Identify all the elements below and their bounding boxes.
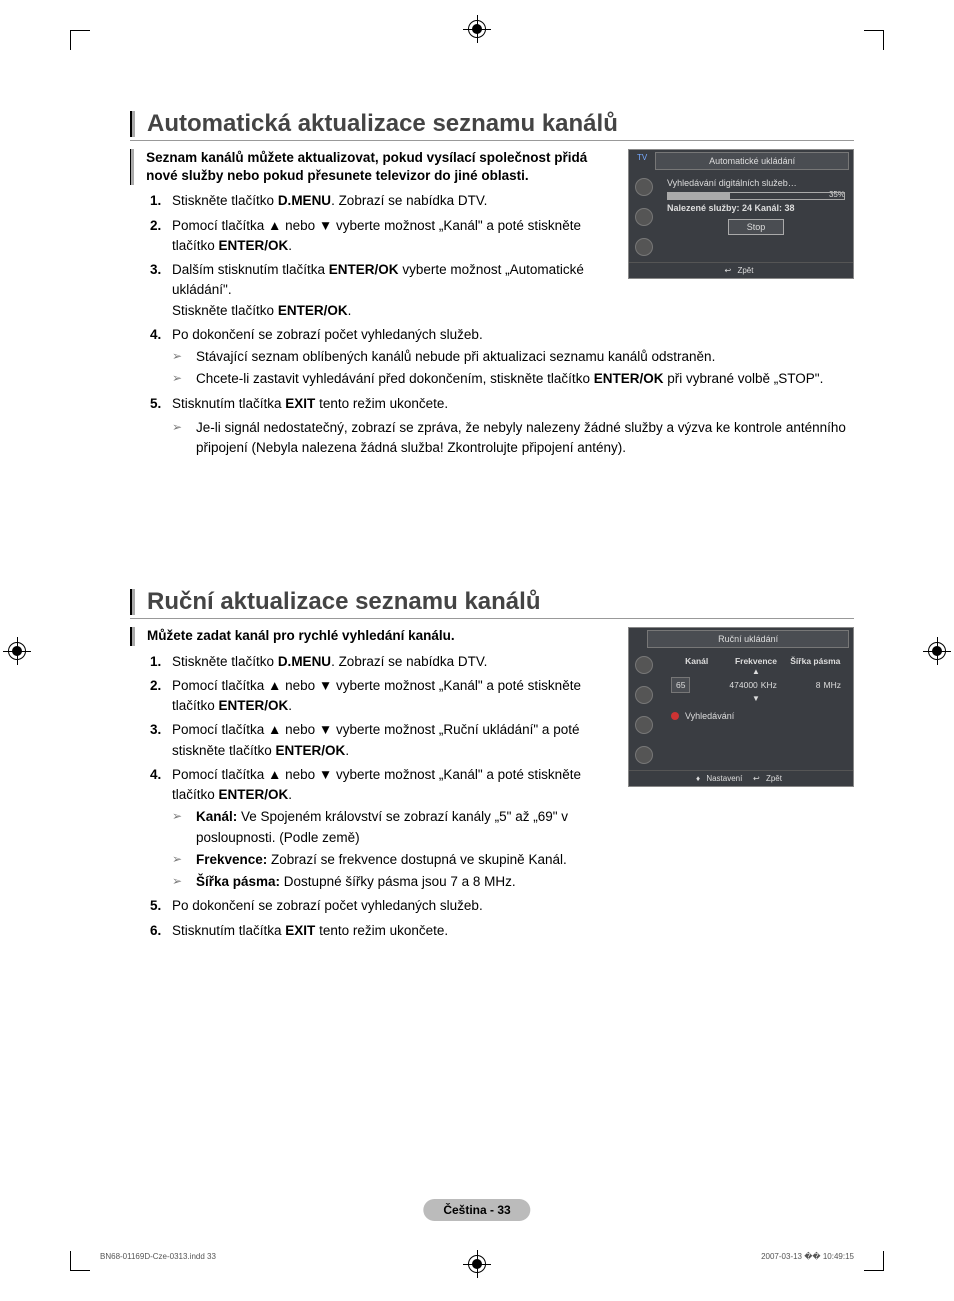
- section-accent: [130, 111, 135, 137]
- section-intro: Seznam kanálů můžete aktualizovat, pokud…: [146, 149, 608, 185]
- step-item: Stiskněte tlačítko D.MENU. Zobrazí se na…: [150, 191, 608, 211]
- substep-item: Stávající seznam oblíbených kanálů nebud…: [172, 347, 854, 367]
- tv-screenshot-auto: TV Automatické ukládání Vyhledávání digi…: [628, 149, 854, 279]
- stop-button: Stop: [728, 219, 785, 235]
- step-item: Dalším stisknutím tlačítka ENTER/OK vybe…: [150, 260, 608, 321]
- language-icon: [635, 746, 653, 764]
- footer-filename: BN68-01169D-Cze-0313.indd 33: [100, 1252, 216, 1261]
- section-auto-update: Automatická aktualizace seznamu kanálů S…: [130, 110, 854, 458]
- section-manual-update: Ruční aktualizace seznamu kanálů Můžete …: [130, 588, 854, 944]
- tv-screenshot-manual: Ruční ukládání Kanál Frekvence Šířka pás…: [628, 627, 854, 787]
- down-arrow-icon: ▼: [667, 694, 845, 703]
- satellite-icon: [635, 178, 653, 196]
- step-item: Po dokončení se zobrazí počet vyhledanýc…: [150, 896, 608, 916]
- step-item: Stisknutím tlačítka EXIT tento režim uko…: [150, 394, 854, 414]
- col-header: Šířka pásma: [790, 656, 841, 666]
- section-title: Automatická aktualizace seznamu kanálů: [147, 110, 618, 138]
- progress-bar: [667, 192, 845, 200]
- channel-icon: [635, 208, 653, 226]
- tv-footer: ♦ Nastavení ↩ Zpět: [629, 770, 853, 786]
- step-item: Stisknutím tlačítka EXIT tento režim uko…: [150, 921, 608, 941]
- tv-tab: TV: [629, 150, 655, 172]
- step-item: Pomocí tlačítka ▲ nebo ▼ vyberte možnost…: [150, 765, 608, 893]
- red-dot-icon: [671, 712, 679, 720]
- footer-timestamp: 2007-03-13 �� 10:49:15: [761, 1252, 854, 1261]
- intro-accent: [130, 149, 134, 185]
- page-number-label: Čeština - 33: [423, 1199, 530, 1221]
- channel-icon: [635, 686, 653, 704]
- settings-icon: [635, 716, 653, 734]
- substep-item: Chcete-li zastavit vyhledávání před doko…: [172, 369, 854, 389]
- intro-accent: [130, 627, 135, 645]
- tv-status-text: Vyhledávání digitálních služeb…: [667, 178, 845, 188]
- channel-value: 65: [671, 677, 690, 693]
- substep-item: Šířka pásma: Dostupné šířky pásma jsou 7…: [172, 872, 608, 892]
- col-header: Frekvence: [730, 656, 781, 666]
- settings-icon: [635, 238, 653, 256]
- footer-meta: BN68-01169D-Cze-0313.indd 33 2007-03-13 …: [100, 1252, 854, 1261]
- step-item: Pomocí tlačítka ▲ nebo ▼ vyberte možnost…: [150, 720, 608, 761]
- tv-title: Ruční ukládání: [647, 630, 849, 648]
- section-intro: Můžete zadat kanál pro rychlé vyhledání …: [147, 627, 455, 645]
- tv-footer: ↩ Zpět: [629, 262, 853, 278]
- step-item: Pomocí tlačítka ▲ nebo ▼ vyberte možnost…: [150, 216, 608, 257]
- col-header: Kanál: [671, 656, 722, 666]
- search-row: Vyhledávání: [667, 711, 845, 721]
- step-item: Pomocí tlačítka ▲ nebo ▼ vyberte možnost…: [150, 676, 608, 717]
- section-accent: [130, 589, 135, 615]
- note-item: Je-li signál nedostatečný, zobrazí se zp…: [150, 418, 854, 459]
- substep-item: Frekvence: Zobrazí se frekvence dostupná…: [172, 850, 608, 870]
- section-title: Ruční aktualizace seznamu kanálů: [147, 588, 540, 616]
- up-arrow-icon: ▲: [667, 667, 845, 676]
- substep-item: Kanál: Ve Spojeném království se zobrazí…: [172, 807, 608, 848]
- step-item: Po dokončení se zobrazí počet vyhledanýc…: [150, 325, 854, 390]
- tv-found-status: Nalezené služby: 24 Kanál: 38: [667, 203, 845, 213]
- tv-title: Automatické ukládání: [655, 152, 849, 170]
- step-item: Stiskněte tlačítko D.MENU. Zobrazí se na…: [150, 652, 608, 672]
- satellite-icon: [635, 656, 653, 674]
